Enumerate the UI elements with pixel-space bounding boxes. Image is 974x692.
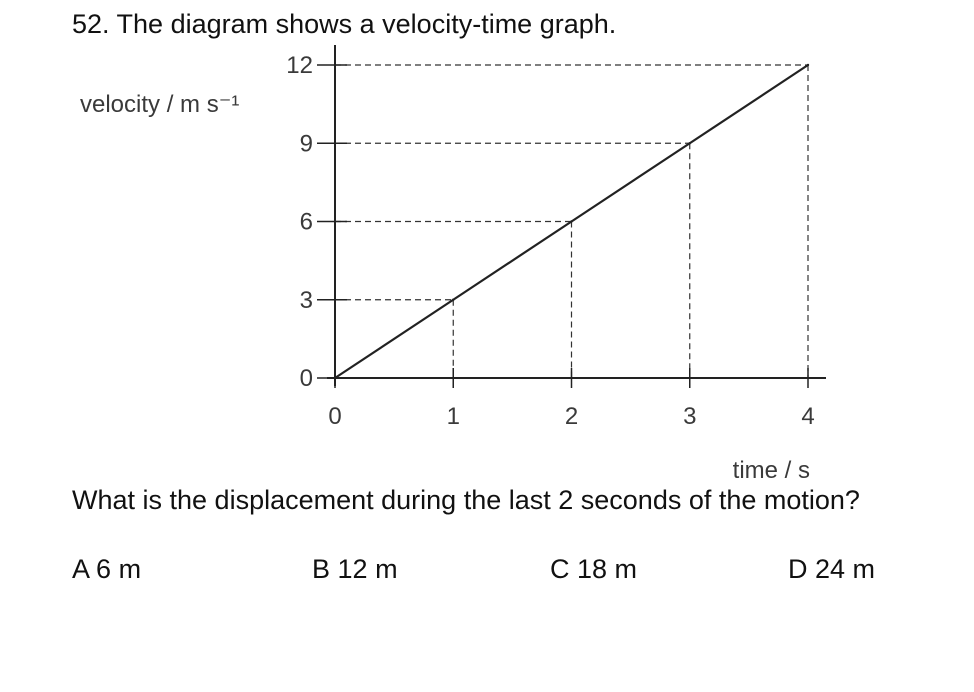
- y-tick-label: 9: [300, 130, 313, 157]
- x-tick-label: 0: [328, 403, 341, 430]
- question-title: 52. The diagram shows a velocity-time gr…: [72, 9, 617, 39]
- y-axis-label: velocity / m s⁻¹: [80, 91, 239, 118]
- y-tick-label: 12: [286, 52, 313, 79]
- data-point: [688, 142, 691, 145]
- x-tick-label: 4: [801, 403, 814, 430]
- question-text: What is the displacement during the last…: [72, 485, 860, 515]
- answer-options: A 6 m B 12 m C 18 m D 24 m: [0, 553, 974, 587]
- guide-lines: [335, 64, 809, 378]
- y-tick-label: 6: [300, 209, 313, 236]
- x-tick-label: 3: [683, 403, 696, 430]
- option-c-text: 18 m: [577, 554, 638, 584]
- data-point: [570, 220, 573, 223]
- option-c-letter: C: [550, 554, 570, 584]
- option-c[interactable]: C 18 m: [550, 553, 637, 585]
- x-tick-label: 2: [565, 403, 578, 430]
- y-tick-label: 3: [300, 287, 313, 314]
- option-d-letter: D: [788, 554, 808, 584]
- data-point: [333, 376, 337, 380]
- chart-axes: [327, 45, 826, 386]
- option-a[interactable]: A 6 m: [72, 553, 141, 585]
- option-b-letter: B: [312, 554, 331, 584]
- x-tick-labels: 0 1 2 3 4: [328, 403, 814, 430]
- x-axis-label: time / s: [733, 457, 810, 484]
- data-point: [452, 298, 455, 301]
- option-d-text: 24 m: [815, 554, 876, 584]
- option-a-letter: A: [72, 554, 89, 584]
- option-b-text: 12 m: [337, 554, 398, 584]
- y-tick-label: 0: [300, 365, 313, 392]
- tick-marks: [317, 64, 809, 388]
- data-point: [806, 63, 810, 67]
- x-tick-label: 1: [447, 403, 460, 430]
- option-b[interactable]: B 12 m: [312, 553, 398, 585]
- series-layer: [333, 63, 810, 380]
- y-tick-labels: 0 3 6 9 12: [286, 52, 313, 392]
- option-d[interactable]: D 24 m: [788, 553, 875, 585]
- option-a-text: 6 m: [96, 554, 142, 584]
